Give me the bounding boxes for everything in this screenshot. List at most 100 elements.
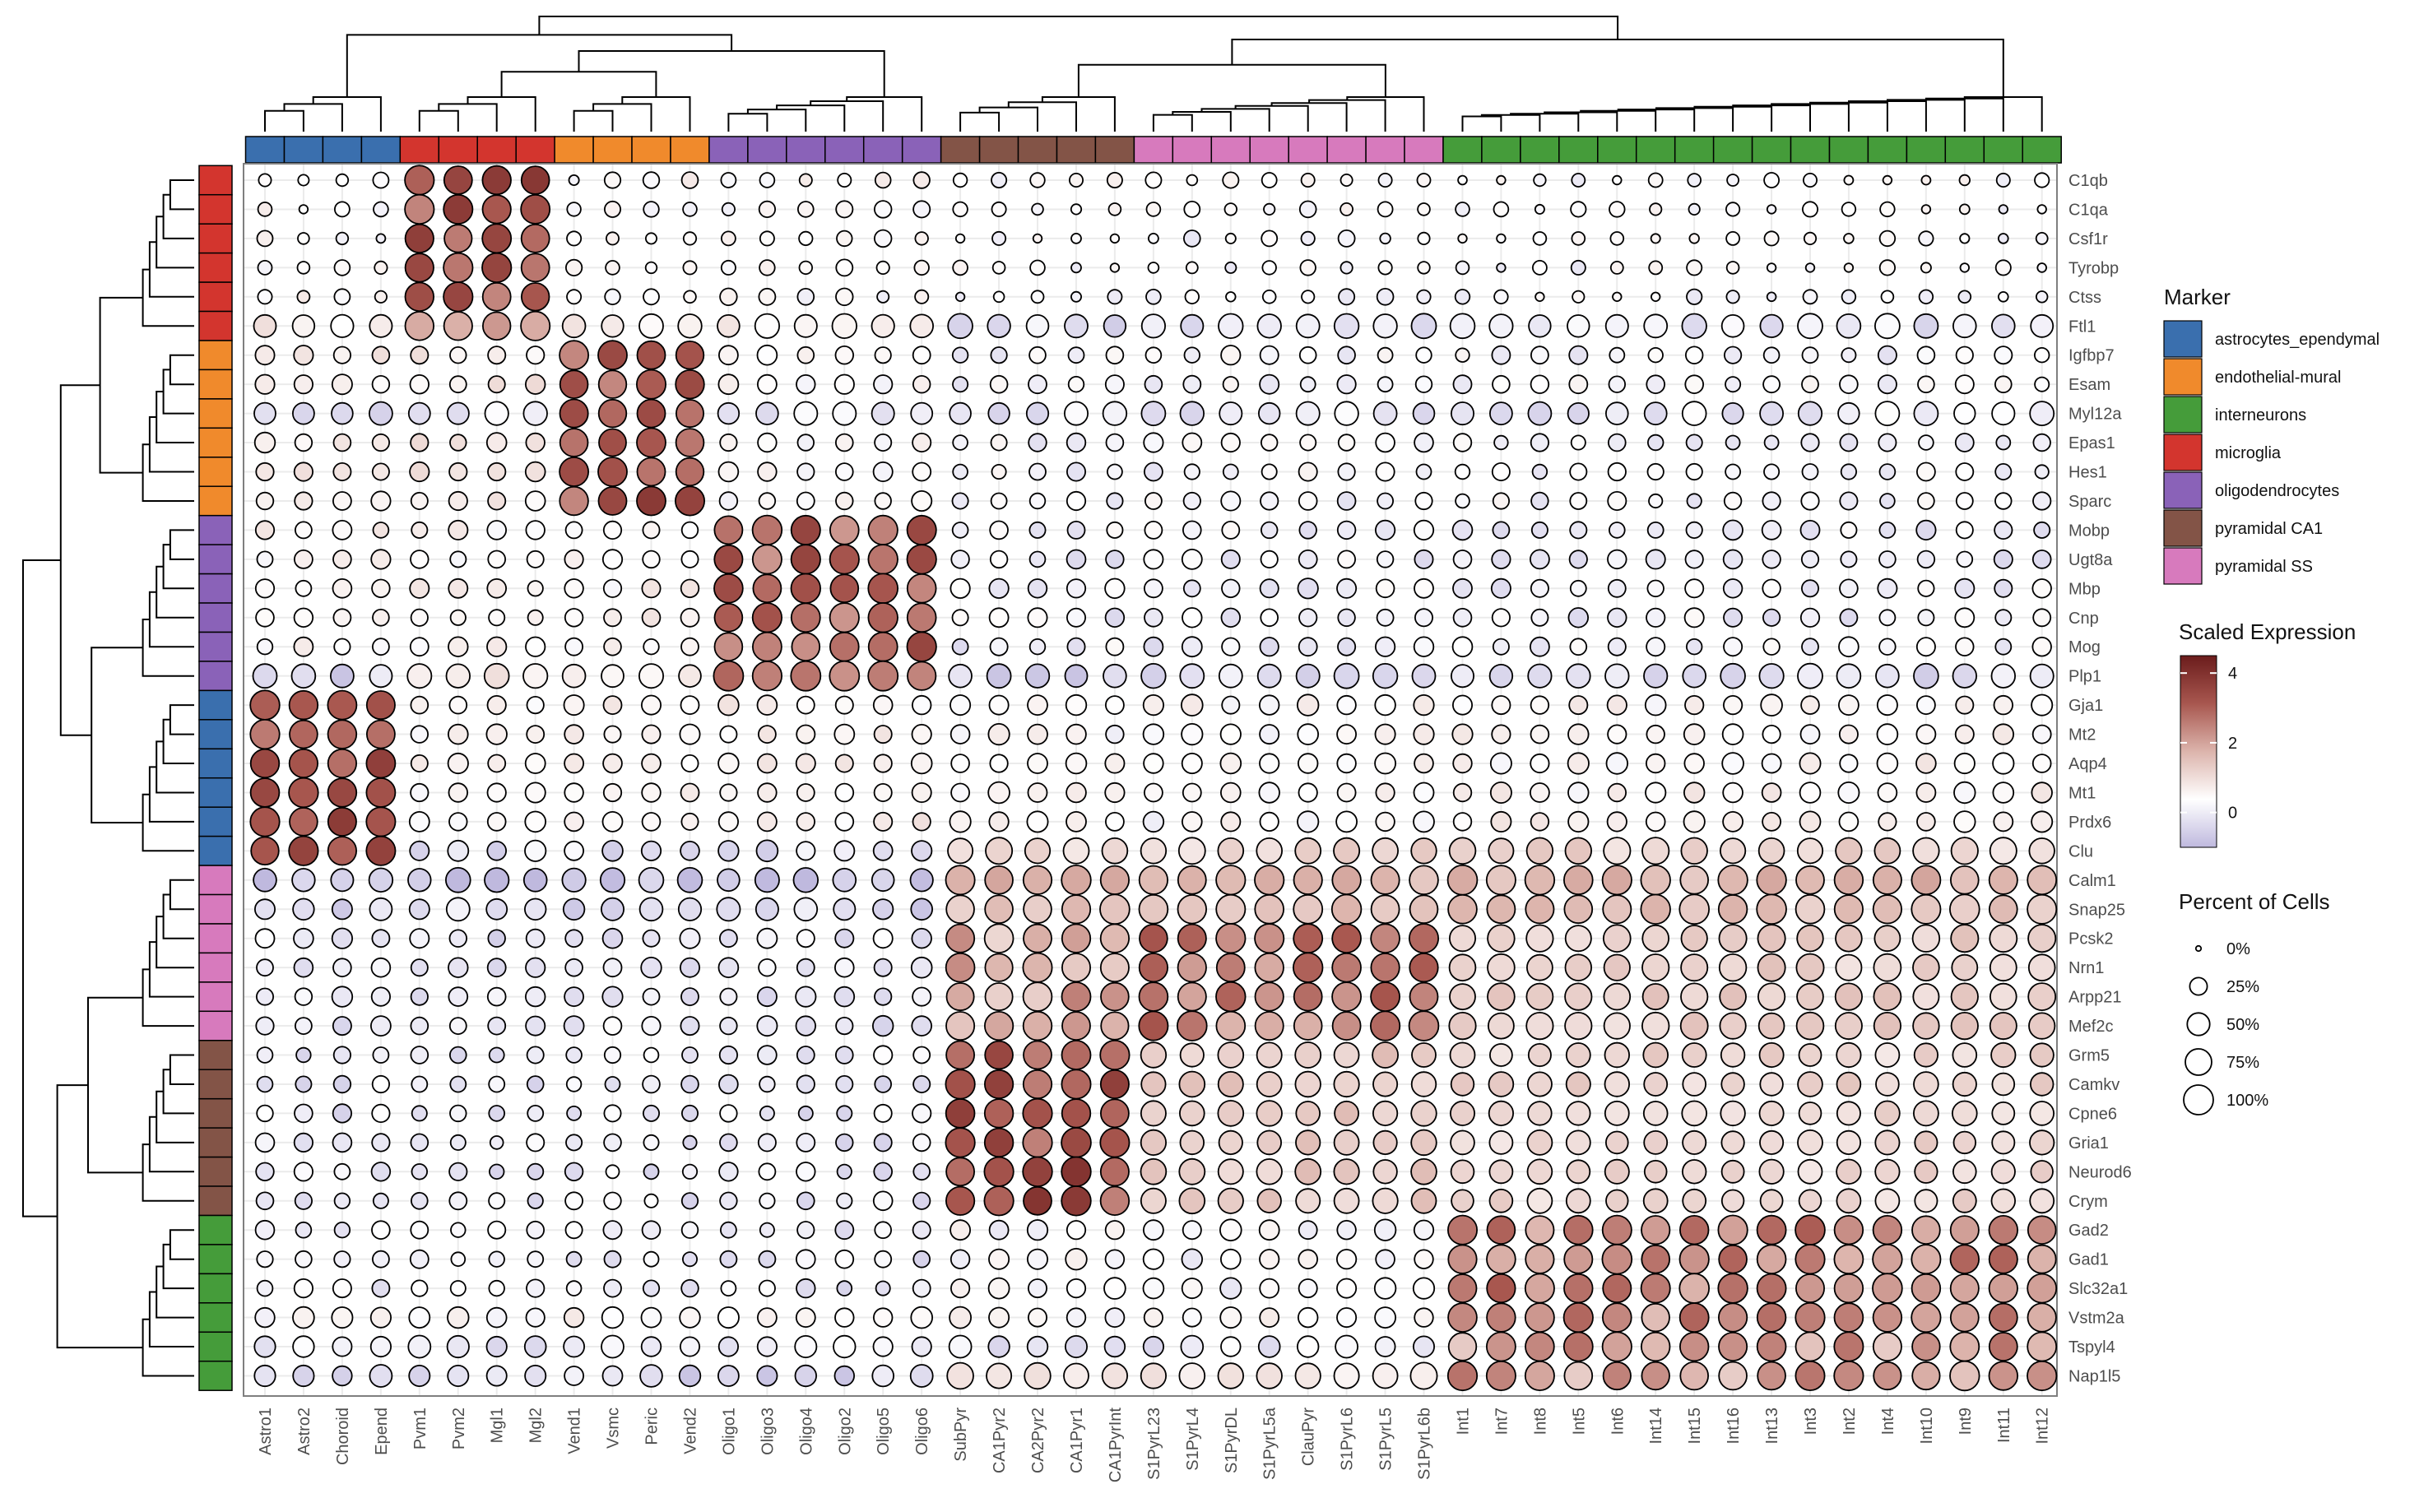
dot-mark <box>1449 313 1476 340</box>
dot-mark <box>1259 373 1280 395</box>
dot-mark <box>1489 1043 1513 1067</box>
dot-mark <box>1295 313 1321 339</box>
column-tick-label: SubPyr <box>952 1408 970 1462</box>
dot-mark <box>1338 288 1356 306</box>
dot-mark <box>1414 1249 1434 1269</box>
dot-mark <box>757 1045 778 1065</box>
dot-mark <box>1530 753 1550 774</box>
dot-mark <box>331 898 353 921</box>
dot-mark <box>256 1046 274 1064</box>
row-tick-label: Slc32a1 <box>2068 1280 2128 1298</box>
dot-mark <box>986 663 1012 689</box>
dot-mark <box>875 260 890 275</box>
column-tick-label: Choroid <box>334 1408 352 1465</box>
dot-mark <box>835 1046 854 1064</box>
dot-mark <box>682 202 698 217</box>
dot-mark <box>1988 1361 2018 1391</box>
dot-mark <box>987 1277 1010 1300</box>
row-tick-label: Vstm2a <box>2068 1310 2125 1328</box>
dot-mark <box>1182 782 1202 803</box>
dot-mark <box>1838 811 1860 833</box>
dot-mark <box>253 868 277 893</box>
dot-mark <box>1217 1100 1245 1127</box>
dot-mark <box>1024 663 1051 689</box>
dot-mark <box>294 433 313 452</box>
dot-mark <box>1604 1071 1631 1097</box>
dot-mark <box>1100 981 1130 1012</box>
dot-mark <box>1957 290 1972 304</box>
dot-mark <box>1953 781 1976 805</box>
dot-mark <box>1836 663 1862 689</box>
column-tick-label: Oligo2 <box>836 1408 854 1455</box>
dot-mark <box>909 313 934 339</box>
dot-mark <box>680 1192 699 1210</box>
row-annotation-cell <box>198 835 233 866</box>
column-tick-label: Mgl1 <box>489 1408 507 1443</box>
dot-mark <box>984 894 1014 925</box>
percent-legend-dot <box>2194 944 2203 953</box>
dot-mark <box>1800 433 1820 452</box>
dot-mark <box>1099 1157 1130 1187</box>
dot-mark <box>1766 291 1777 303</box>
dot-mark <box>1023 894 1052 925</box>
dot-mark <box>794 1364 818 1388</box>
dot-mark <box>832 868 857 893</box>
dot-mark <box>834 1249 855 1269</box>
dot-mark <box>681 1163 699 1180</box>
dot-mark <box>680 754 699 773</box>
dot-mark <box>950 1278 971 1299</box>
dot-mark <box>561 313 587 339</box>
dot-mark <box>404 193 435 225</box>
dot-mark <box>404 281 434 312</box>
dot-mark <box>1917 375 1935 394</box>
column-dendrogram-branch <box>1580 109 1657 132</box>
dot-mark <box>255 1016 275 1036</box>
dot-mark <box>1641 1215 1671 1245</box>
dot-mark <box>1646 724 1665 744</box>
column-annotation-cell <box>1481 136 1521 164</box>
dot-mark <box>1718 1332 1748 1362</box>
dot-mark <box>365 748 397 779</box>
dot-mark <box>1450 1072 1475 1097</box>
dot-mark <box>1413 636 1435 657</box>
dot-mark <box>327 836 357 866</box>
dot-mark <box>1066 723 1087 745</box>
dot-mark <box>1103 1335 1126 1358</box>
dot-mark <box>1992 782 2015 804</box>
dot-mark <box>872 1307 894 1328</box>
dot-mark <box>331 927 353 949</box>
dot-mark <box>1762 812 1782 832</box>
dot-mark <box>445 663 471 689</box>
dot-mark <box>1457 233 1468 244</box>
dot-mark <box>1603 982 1632 1011</box>
dot-mark <box>1023 1185 1052 1216</box>
dot-mark <box>1833 1244 1864 1275</box>
dot-mark <box>871 313 895 338</box>
column-annotation-cell <box>1983 136 2024 164</box>
dot-mark <box>1069 172 1084 188</box>
dot-mark <box>1337 462 1356 481</box>
row-dendrogram-branch <box>162 369 194 415</box>
dot-mark <box>332 1132 353 1153</box>
dot-mark <box>793 401 819 426</box>
row-annotation-cell <box>198 893 233 925</box>
dot-mark <box>1452 433 1473 452</box>
dot-mark <box>1300 172 1316 188</box>
dot-mark <box>1140 313 1167 339</box>
dot-mark <box>1260 491 1279 511</box>
dot-mark <box>1759 1129 1785 1155</box>
dot-mark <box>991 171 1008 188</box>
row-annotation-cell <box>198 485 233 517</box>
dot-mark <box>1294 837 1322 865</box>
dot-mark <box>1763 434 1780 451</box>
dot-mark <box>1756 1214 1787 1245</box>
dot-mark <box>1953 752 1976 775</box>
dot-mark <box>1833 894 1864 925</box>
dot-mark <box>798 260 814 276</box>
row-annotation-cell <box>198 1010 233 1041</box>
dot-mark <box>1181 636 1203 658</box>
dot-mark <box>1839 608 1859 628</box>
dot-mark <box>1680 953 1709 982</box>
dot-mark <box>294 521 313 540</box>
dot-mark <box>1681 1100 1707 1127</box>
